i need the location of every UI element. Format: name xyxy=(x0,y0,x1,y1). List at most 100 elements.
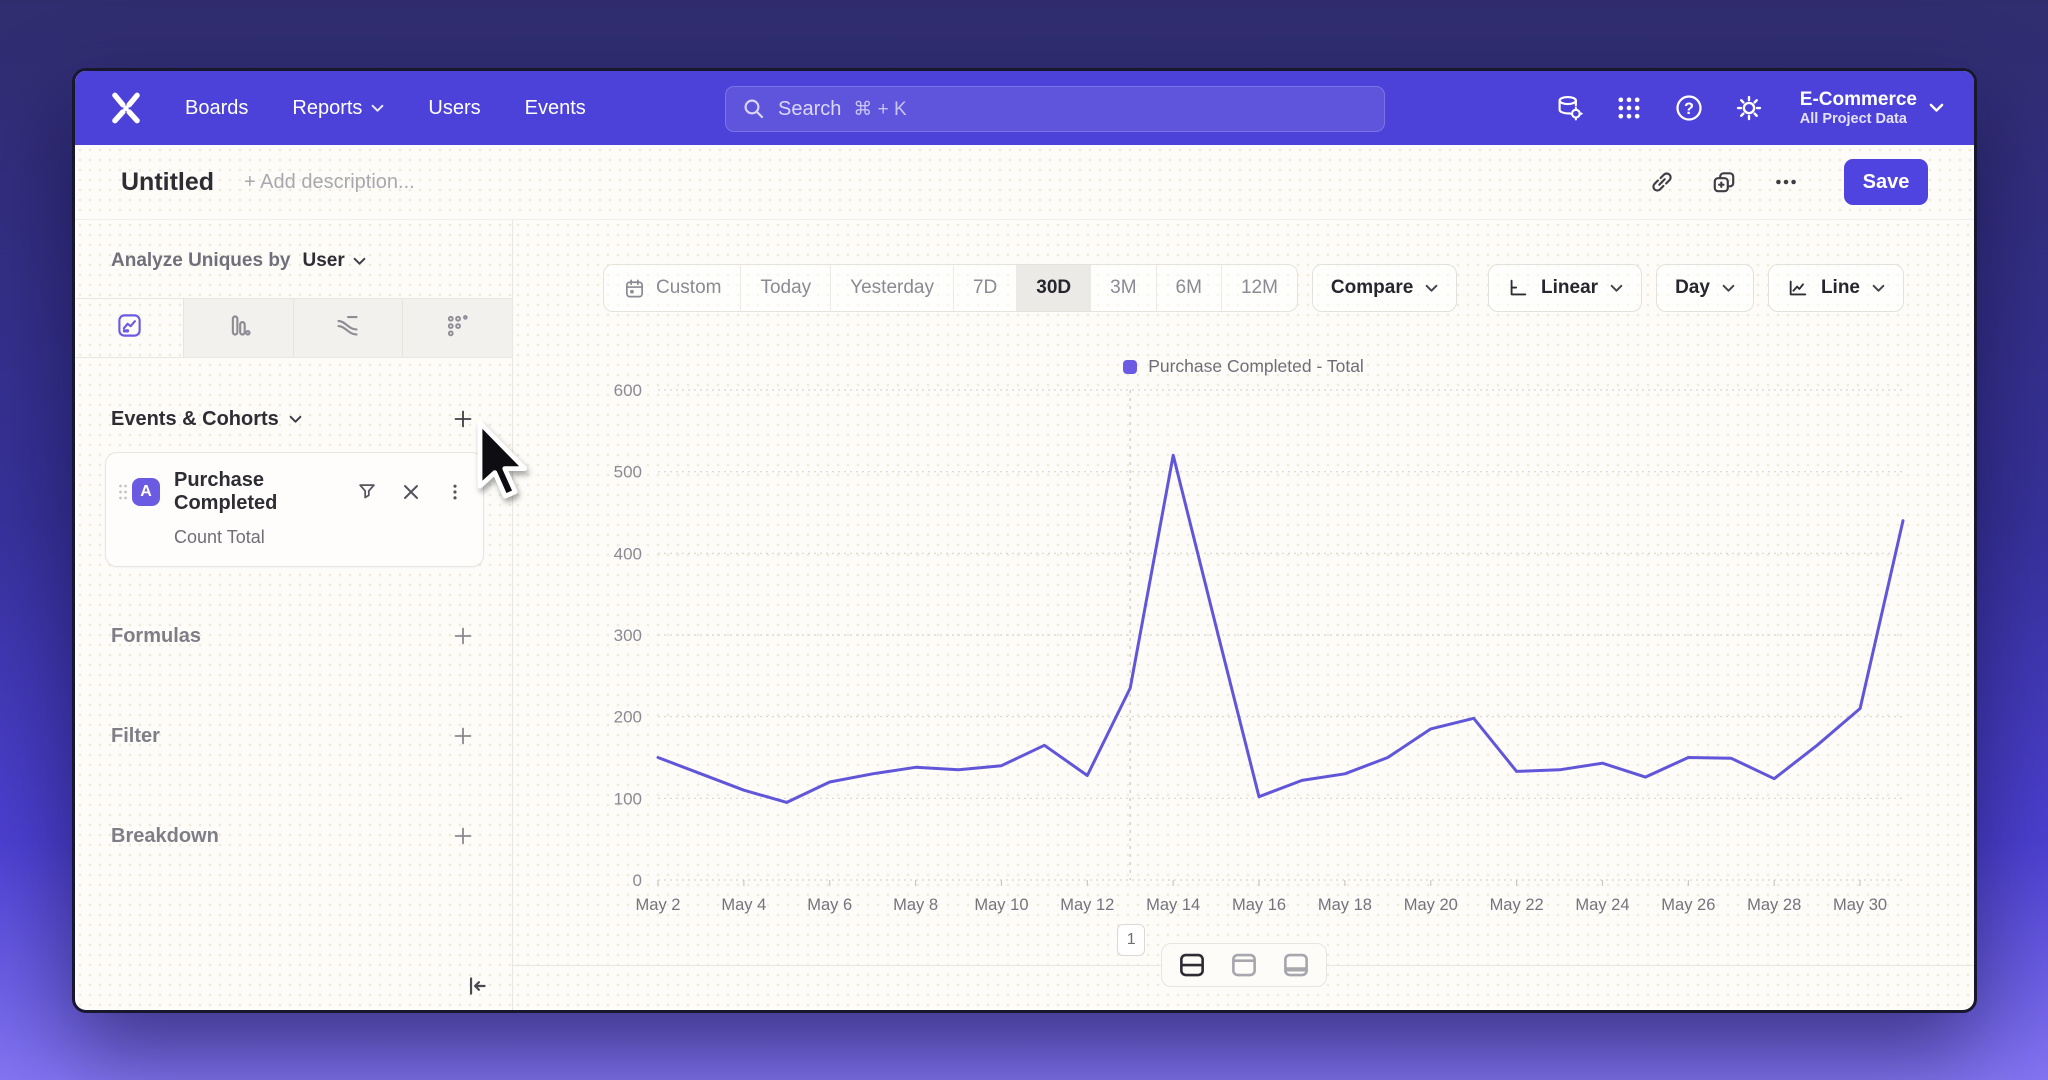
section-label: Filter xyxy=(111,724,160,747)
svg-text:May 26: May 26 xyxy=(1661,896,1715,914)
search-placeholder: Search xyxy=(778,97,842,120)
nav-item-boards[interactable]: Boards xyxy=(185,96,249,119)
date-range-yesterday[interactable]: Yesterday xyxy=(831,265,954,311)
layout-split-horizontal-icon[interactable] xyxy=(1176,949,1208,981)
compare-dropdown[interactable]: Compare xyxy=(1311,264,1458,312)
report-actions: Save xyxy=(1648,159,1928,205)
chart-main-area: Custom Today Yesterday 7D 30D 3M 6M 12M Compare… xyxy=(513,220,1974,1010)
sidebar-section-breakdown: Breakdown xyxy=(75,821,512,851)
events-cohorts-label: Events & Cohorts xyxy=(111,407,279,430)
chart-toolbar: Custom Today Yesterday 7D 30D 3M 6M 12M Compare… xyxy=(603,264,1904,312)
add-filter-button[interactable] xyxy=(448,721,478,751)
date-range-12m[interactable]: 12M xyxy=(1240,277,1278,298)
interval-dropdown[interactable]: Day xyxy=(1656,264,1754,312)
event-card[interactable]: A Purchase Completed xyxy=(105,452,484,567)
kebab-menu-icon[interactable] xyxy=(443,480,467,504)
query-builder-sidebar: Analyze Uniques by User Events & Cohorts xyxy=(75,220,513,1010)
top-navigation: Boards Reports Users Events Search ⌘ + K xyxy=(75,71,1974,145)
svg-text:0: 0 xyxy=(633,871,642,890)
legend-swatch xyxy=(1123,359,1138,374)
svg-text:?: ? xyxy=(1684,100,1694,118)
nav-item-reports[interactable]: Reports xyxy=(292,97,384,120)
svg-text:600: 600 xyxy=(614,381,642,400)
scale-dropdown[interactable]: Linear xyxy=(1488,264,1643,312)
bar-chart-tab-icon xyxy=(225,312,252,344)
help-icon[interactable]: ? xyxy=(1674,93,1704,123)
search-input[interactable]: Search ⌘ + K xyxy=(725,86,1385,132)
data-management-icon[interactable] xyxy=(1554,93,1584,123)
svg-text:May 16: May 16 xyxy=(1232,896,1286,914)
layout-footer-bottom-icon[interactable] xyxy=(1280,949,1312,981)
tab-flows-tab[interactable] xyxy=(293,299,403,357)
remove-event-icon[interactable] xyxy=(399,480,423,504)
svg-text:400: 400 xyxy=(614,544,642,563)
calendar-icon xyxy=(625,278,644,298)
more-options-icon[interactable] xyxy=(1772,168,1800,196)
event-metric[interactable]: Count Total xyxy=(174,527,265,547)
date-range-custom[interactable]: Custom xyxy=(604,265,742,311)
collapse-sidebar-icon[interactable] xyxy=(462,971,492,1001)
add-breakdown-button[interactable] xyxy=(448,821,478,851)
date-range-6m[interactable]: 6M xyxy=(1157,265,1222,311)
svg-text:May 14: May 14 xyxy=(1146,896,1200,914)
copy-link-icon[interactable] xyxy=(1648,168,1676,196)
svg-text:May 18: May 18 xyxy=(1318,896,1372,914)
chart-type-dropdown[interactable]: Line xyxy=(1767,264,1904,312)
svg-text:500: 500 xyxy=(614,463,642,482)
date-range-today[interactable]: Today xyxy=(741,265,832,311)
mixpanel-x-icon xyxy=(112,92,140,124)
retention-tab-icon xyxy=(444,312,471,344)
chart-display-tools: Linear Day Line xyxy=(1474,264,1904,312)
tab-insights-line-tab[interactable] xyxy=(75,299,185,357)
svg-text:May 4: May 4 xyxy=(721,896,766,914)
sidebar-section-formulas: Formulas xyxy=(75,621,512,651)
svg-text:May 28: May 28 xyxy=(1747,896,1801,914)
tab-bar-chart-tab[interactable] xyxy=(184,299,294,357)
section-label: Formulas xyxy=(111,624,202,647)
add-formulas-button[interactable] xyxy=(448,621,478,651)
tab-retention-tab[interactable] xyxy=(402,299,512,357)
mixpanel-logo[interactable] xyxy=(105,87,147,129)
event-name[interactable]: Purchase Completed xyxy=(174,469,278,514)
report-description-placeholder[interactable]: + Add description... xyxy=(244,170,415,193)
event-letter-badge[interactable]: A xyxy=(132,478,160,506)
svg-text:May 24: May 24 xyxy=(1575,896,1629,914)
report-title[interactable]: Untitled xyxy=(121,167,215,196)
analyze-value-dropdown[interactable]: User xyxy=(303,250,366,272)
nav-item-events[interactable]: Events xyxy=(524,96,586,119)
save-button[interactable]: Save xyxy=(1844,159,1928,205)
chevron-down-icon[interactable] xyxy=(289,415,302,424)
apps-grid-icon[interactable] xyxy=(1614,93,1644,123)
date-range-3m[interactable]: 3M xyxy=(1091,265,1157,311)
line-chart-icon xyxy=(1789,280,1807,296)
app-window: Boards Reports Users Events Search ⌘ + K xyxy=(72,68,1977,1013)
project-scope: All Project Data xyxy=(1799,110,1907,127)
annotation-badge[interactable]: 1 xyxy=(1117,924,1146,956)
svg-text:300: 300 xyxy=(614,626,642,645)
report-type-tabs xyxy=(75,298,512,358)
chevron-down-icon xyxy=(353,257,366,265)
nav-right-group: ? E-Comme xyxy=(1554,89,1944,128)
project-selector[interactable]: E-Commerce All Project Data xyxy=(1800,89,1944,128)
date-range-7d[interactable]: 7D xyxy=(954,265,1018,311)
line-chart-plot[interactable]: 0 100 200 300 400 500 600 May 2 May 4 May 6 May 8 M… xyxy=(553,378,1933,943)
chart-footer xyxy=(513,943,1974,987)
nav-item-users[interactable]: Users xyxy=(428,96,481,119)
insights-line-tab-icon xyxy=(116,312,143,344)
duplicate-icon[interactable] xyxy=(1710,168,1738,196)
sidebar-section-filter: Filter xyxy=(75,721,512,751)
layout-header-top-icon[interactable] xyxy=(1228,949,1260,981)
settings-gear-icon[interactable] xyxy=(1734,93,1764,123)
svg-text:May 6: May 6 xyxy=(807,896,852,914)
svg-text:May 20: May 20 xyxy=(1404,896,1458,914)
search-shortcut: ⌘ + K xyxy=(853,98,907,120)
add-event-button[interactable] xyxy=(448,404,478,434)
drag-handle-icon[interactable] xyxy=(114,483,132,501)
filter-funnel-icon[interactable] xyxy=(355,480,379,504)
svg-text:100: 100 xyxy=(614,789,642,808)
svg-text:May 12: May 12 xyxy=(1060,896,1114,914)
date-range-segmented-control: Custom Today Yesterday 7D 30D 3M 6M 12M xyxy=(603,264,1298,312)
report-header: Untitled + Add description... xyxy=(75,145,1974,220)
date-range-30d[interactable]: 30D xyxy=(1017,265,1092,311)
